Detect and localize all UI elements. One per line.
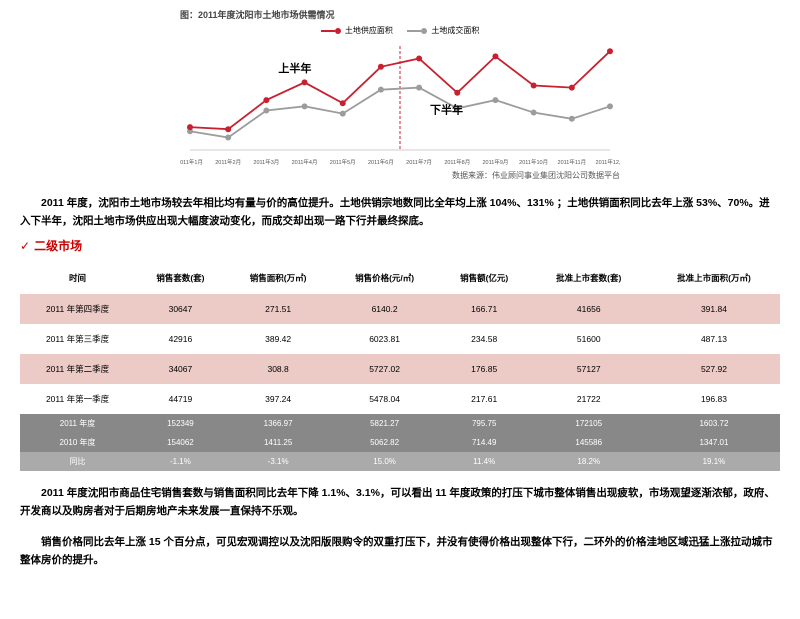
svg-text:上半年: 上半年: [278, 61, 311, 75]
svg-text:2011年9月: 2011年9月: [483, 158, 509, 166]
table-row: 2011 年第一季度44719397.245478.04217.61217221…: [20, 384, 780, 414]
table-row: 2011 年第四季度30647271.516140.2166.714165639…: [20, 294, 780, 324]
table-body: 2011 年第四季度30647271.516140.2166.714165639…: [20, 294, 780, 471]
section-title: 二级市场: [34, 239, 82, 253]
svg-text:2011年3月: 2011年3月: [253, 158, 279, 166]
chart-title: 图：2011年度沈阳市土地市场供需情况: [180, 8, 620, 21]
col-header: 销售套数(套): [135, 262, 226, 294]
svg-text:2011年6月: 2011年6月: [368, 158, 394, 166]
table-row: 2011 年第二季度34067308.85727.02176.855712752…: [20, 354, 780, 384]
svg-text:2011年7月: 2011年7月: [406, 158, 432, 166]
col-header: 销售面积(万㎡): [226, 262, 331, 294]
paragraph-1: 2011 年度，沈阳市土地市场较去年相比均有量与价的高位提升。土地供销宗地数同比…: [20, 195, 780, 231]
paragraph-3: 销售价格同比去年上涨 15 个百分点，可见宏观调控以及沈阳版限购令的双重打压下，…: [20, 534, 780, 570]
svg-text:2011年5月: 2011年5月: [330, 158, 356, 166]
svg-text:2011年10月: 2011年10月: [519, 158, 548, 166]
svg-text:2011年2月: 2011年2月: [215, 158, 241, 166]
col-header: 销售额(亿元): [439, 262, 530, 294]
table-row: 2011 年第三季度42916389.426023.81234.58516004…: [20, 324, 780, 354]
legend-supply-label: 土地供应面积: [345, 26, 393, 35]
paragraph-2: 2011 年度沈阳市商品住宅销售套数与销售面积同比去年下降 1.1%、3.1%，…: [20, 485, 780, 521]
chart-legend: 土地供应面积 土地成交面积: [180, 25, 620, 36]
table-row: 2010 年度1540621411.255062.82714.491455861…: [20, 433, 780, 452]
section-header: ✓ 二级市场: [20, 237, 780, 254]
legend-deal: 土地成交面积: [407, 25, 479, 36]
svg-text:下半年: 下半年: [430, 103, 463, 117]
line-chart: 上半年下半年 2011年1月 2011年2月 2011年3月 2011年4月 2011年5…: [180, 38, 620, 168]
table-row: 同比-1.1%-3.1%15.0%11.4%18.2%19.1%: [20, 452, 780, 471]
svg-text:2011年12月: 2011年12月: [596, 158, 620, 166]
svg-text:2011年1月: 2011年1月: [180, 158, 203, 166]
legend-deal-label: 土地成交面积: [431, 26, 479, 35]
table-row: 2011 年度1523491366.975821.27795.751721051…: [20, 414, 780, 433]
table-header-row: 时间销售套数(套)销售面积(万㎡)销售价格(元/㎡)销售额(亿元)批准上市套数(…: [20, 262, 780, 294]
chart-source: 数据来源：伟业顾问事业集团沈阳公司数据平台: [180, 170, 620, 181]
check-icon: ✓: [20, 239, 30, 253]
chart-region: 图：2011年度沈阳市土地市场供需情况 土地供应面积 土地成交面积 上半年下半年…: [180, 8, 620, 181]
col-header: 批准上市面积(万㎡): [648, 262, 780, 294]
col-header: 批准上市套数(套): [530, 262, 648, 294]
svg-text:2011年11月: 2011年11月: [558, 158, 587, 166]
svg-text:2011年4月: 2011年4月: [292, 158, 318, 166]
col-header: 时间: [20, 262, 135, 294]
legend-supply: 土地供应面积: [321, 25, 393, 36]
col-header: 销售价格(元/㎡): [330, 262, 438, 294]
svg-text:2011年8月: 2011年8月: [444, 158, 470, 166]
data-table: 时间销售套数(套)销售面积(万㎡)销售价格(元/㎡)销售额(亿元)批准上市套数(…: [20, 262, 780, 471]
